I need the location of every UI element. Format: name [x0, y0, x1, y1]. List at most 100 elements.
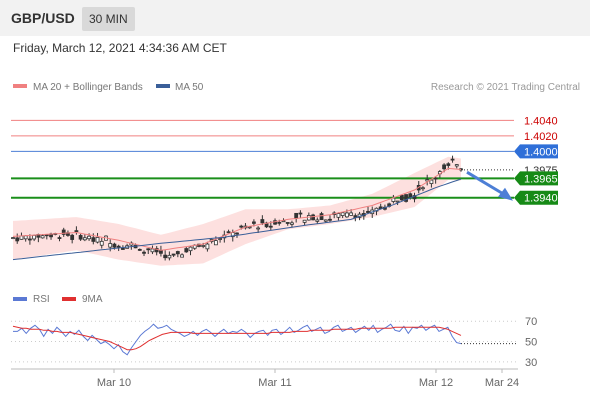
candle-body [442, 164, 446, 170]
candle-body [91, 237, 96, 242]
forecast-arrow-shaft [466, 170, 504, 196]
candle-body [32, 235, 37, 240]
candle-body [306, 215, 311, 221]
candle-body [23, 235, 28, 240]
rsi-9ma-line [12, 325, 462, 351]
candle-body [252, 221, 256, 224]
candle-body [70, 234, 75, 240]
candle-body [239, 225, 244, 228]
level-label-1-4000: 1.4000 [524, 146, 558, 158]
legend-ma50-label: MA 50 [175, 82, 204, 93]
candle-body [120, 247, 125, 250]
candle-body [154, 248, 159, 253]
candle-body [201, 245, 206, 247]
bollinger-band-area [13, 156, 461, 266]
candle-body [429, 179, 434, 184]
legend-ma20-label: MA 20 + Bollinger Bands [33, 82, 143, 93]
candle-body [15, 237, 20, 242]
candle-body [450, 158, 455, 161]
candle-body [180, 254, 184, 258]
candle-body [235, 232, 239, 235]
candle-body [260, 219, 265, 224]
candle-body [323, 219, 328, 222]
timeframe-button[interactable]: 30 MIN [82, 7, 135, 31]
candle-body [277, 221, 282, 224]
candle-body [395, 200, 400, 203]
candle-body [281, 220, 286, 223]
candle-body [40, 235, 45, 239]
candle-body [163, 254, 168, 259]
candle-body [285, 222, 290, 224]
legend-swatch-ma50 [156, 84, 170, 88]
candle-body [44, 234, 49, 237]
rsi-line [13, 323, 462, 356]
candle-body [328, 218, 332, 221]
candle-body [399, 194, 404, 201]
x-tick-label: Mar 24 [485, 377, 519, 389]
candle-body [184, 248, 189, 253]
legend-rsi-label: RSI [33, 294, 50, 305]
candle-body [446, 163, 451, 166]
candle-body [404, 194, 408, 202]
candle-body [302, 219, 307, 223]
candle-body [340, 212, 345, 216]
candle-body [247, 226, 252, 229]
symbol-label: GBP/USD [11, 10, 75, 26]
candle-body [188, 246, 193, 252]
candle-body [454, 164, 459, 167]
candle-body [112, 243, 117, 248]
rsi-tick-30: 30 [525, 357, 537, 369]
candle-body [298, 212, 303, 215]
candle-body [344, 212, 349, 218]
level-label-1-3965: 1.3965 [524, 173, 558, 185]
candle-body [290, 222, 294, 225]
candle-body [87, 235, 91, 240]
candle-body [218, 238, 222, 240]
candle-body [95, 237, 100, 243]
candle-body [213, 240, 218, 246]
candle-body [74, 230, 79, 233]
candle-body [268, 225, 273, 228]
candle-body [433, 177, 438, 180]
candle-body [57, 237, 62, 239]
candle-body [167, 254, 172, 259]
level-tag-1-3965 [514, 171, 558, 186]
candle-body [294, 212, 299, 219]
candle-body [256, 227, 261, 230]
candle-body [319, 213, 324, 221]
candle-body [171, 253, 176, 256]
legend-swatch-ma20 [13, 84, 27, 88]
candle-body [116, 245, 121, 248]
candle-body [336, 213, 341, 218]
credit-label: Research © 2021 Trading Central [431, 82, 580, 93]
candle-body [99, 240, 104, 246]
candle-body [425, 179, 430, 182]
candle-body [159, 250, 163, 254]
header-bar: GBP/USD 30 MIN [0, 0, 590, 36]
x-tick-label: Mar 12 [419, 377, 453, 389]
candle-body [366, 210, 370, 213]
ma50-line [12, 178, 462, 261]
candle-body [315, 219, 320, 222]
candle-body [311, 214, 315, 221]
candle-body [142, 251, 146, 254]
candle-body [82, 237, 87, 241]
candle-body [175, 251, 180, 255]
candle-body [150, 248, 155, 253]
rsi-tick-50: 50 [525, 337, 537, 349]
legend-9ma-label: 9MA [82, 294, 103, 305]
x-tick-label: Mar 11 [258, 377, 291, 389]
level-label-1-4040: 1.4040 [524, 115, 558, 127]
rsi-tick-70: 70 [525, 316, 537, 328]
candle-body [78, 235, 83, 240]
level-label-1-3940: 1.3940 [524, 193, 558, 205]
candle-body [226, 231, 231, 234]
candle-body [408, 193, 413, 198]
level-label-1-4020: 1.4020 [524, 131, 558, 143]
candle-body [349, 212, 354, 216]
candle-body [11, 237, 15, 239]
candle-body [108, 243, 113, 248]
candle-body [137, 248, 142, 251]
